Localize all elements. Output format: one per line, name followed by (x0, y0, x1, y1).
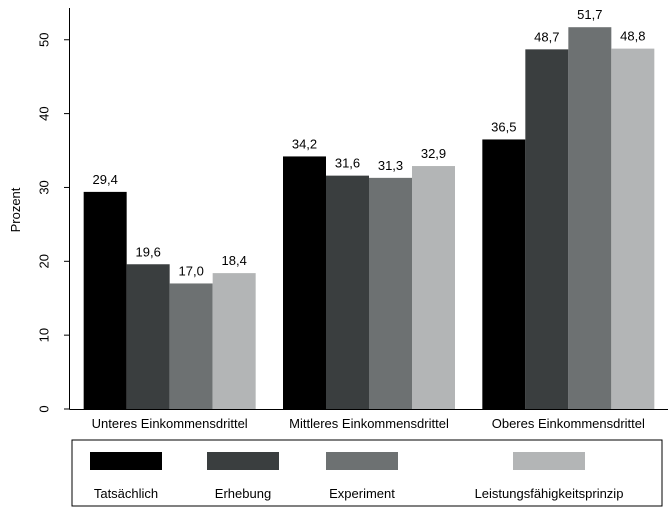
legend-label: Erhebung (215, 486, 271, 501)
y-tick-label: 30 (37, 180, 52, 194)
bar (369, 177, 412, 409)
bar (611, 48, 655, 409)
value-label: 31,6 (335, 156, 360, 171)
bar (326, 175, 369, 409)
value-label: 48,8 (620, 29, 645, 44)
x-tick-label: Unteres Einkommensdrittel (92, 416, 248, 431)
legend-swatch (326, 452, 398, 470)
bar (568, 27, 612, 409)
y-axis-label: Prozent (8, 187, 23, 232)
legend-label: Experiment (329, 486, 395, 501)
bar (525, 49, 569, 409)
value-label: 48,7 (534, 29, 559, 44)
y-tick-label: 40 (37, 106, 52, 120)
y-tick-label: 10 (37, 328, 52, 342)
bar (482, 139, 526, 409)
bar (212, 273, 256, 409)
y-tick-label: 0 (37, 405, 52, 412)
legend-box (71, 439, 663, 507)
legend-swatch (207, 452, 279, 470)
x-tick-label: Mittleres Einkommensdrittel (289, 416, 449, 431)
y-tick-label: 50 (37, 33, 52, 47)
bar (126, 264, 170, 409)
legend-swatch (513, 452, 585, 470)
legend-label: Leistungsfähigkeitsprinzip (475, 486, 624, 501)
value-label: 18,4 (222, 253, 247, 268)
bar (283, 156, 326, 409)
value-label: 32,9 (421, 146, 446, 161)
value-label: 51,7 (577, 7, 602, 22)
legend-swatch (90, 452, 162, 470)
bar (169, 283, 213, 409)
bar (412, 166, 455, 409)
value-label: 19,6 (136, 244, 161, 259)
value-label: 17,0 (179, 263, 204, 278)
value-label: 36,5 (491, 119, 516, 134)
legend-label: Tatsächlich (94, 486, 158, 501)
x-tick-label: Oberes Einkommensdrittel (492, 416, 645, 431)
value-label: 34,2 (292, 136, 317, 151)
value-label: 29,4 (93, 172, 118, 187)
value-label: 31,3 (378, 158, 403, 173)
bar (83, 191, 127, 409)
y-tick-label: 20 (37, 254, 52, 268)
